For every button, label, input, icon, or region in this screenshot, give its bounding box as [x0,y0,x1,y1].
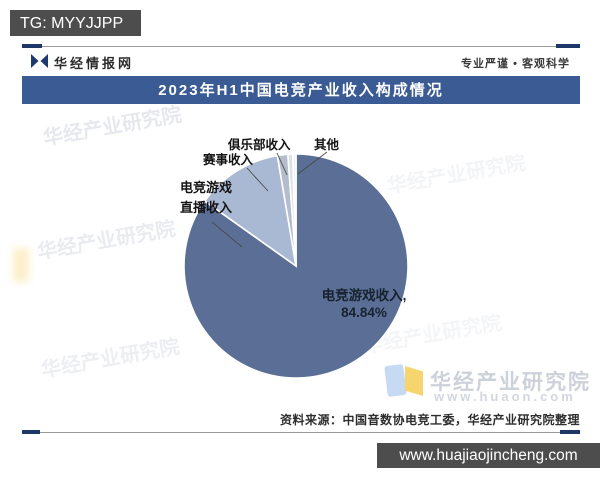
watermark-brand: 华经产业研究院 [430,371,591,394]
site-logo-icon [30,54,49,73]
pie-slice-1 [203,154,298,268]
watermark-logo-blue [384,363,407,398]
leader-lines [211,151,328,248]
bottom-divider-left-dash [22,430,40,434]
pie-label-streaming: 电竞游戏 直播收入 [180,180,233,215]
website-watermark-bar: www.huajiaojincheng.com [377,443,600,468]
pie-label-matches: 赛事收入 [203,153,254,167]
pie-label-other: 其他 [314,138,340,152]
top-divider [22,46,580,47]
background-watermark: 华经产业研究院 [39,335,182,382]
pie-label-club: 俱乐部收入 [228,138,291,152]
watermark-url: www.huaon.com [434,389,576,404]
header-slogan: 专业严谨 • 客观科学 [461,58,570,70]
background-watermark: 华经产业研究院 [41,103,184,150]
chart-title: 2023年H1中国电竞产业收入构成情况 [22,76,580,104]
watermark-logo-spot [13,248,29,282]
top-divider-left-dash [22,44,42,48]
pie-label-games-main: 电竞游戏收入, 84.84% [321,288,407,320]
top-divider-right-dash [556,44,580,48]
bottom-divider [22,432,580,433]
data-source: 资料来源：中国音数协电竞工委，华经产业研究院整理 [279,413,580,427]
background-watermark: 华经产业研究院 [35,217,178,264]
watermark-logo-yellow [405,366,423,396]
site-name: 华经情报网 [54,56,135,71]
pie-slice-4 [291,153,297,267]
bottom-divider-right-dash [560,430,580,434]
telegram-watermark-bar: TG: MYYJJPP [10,10,141,36]
pie-chart [170,130,430,407]
